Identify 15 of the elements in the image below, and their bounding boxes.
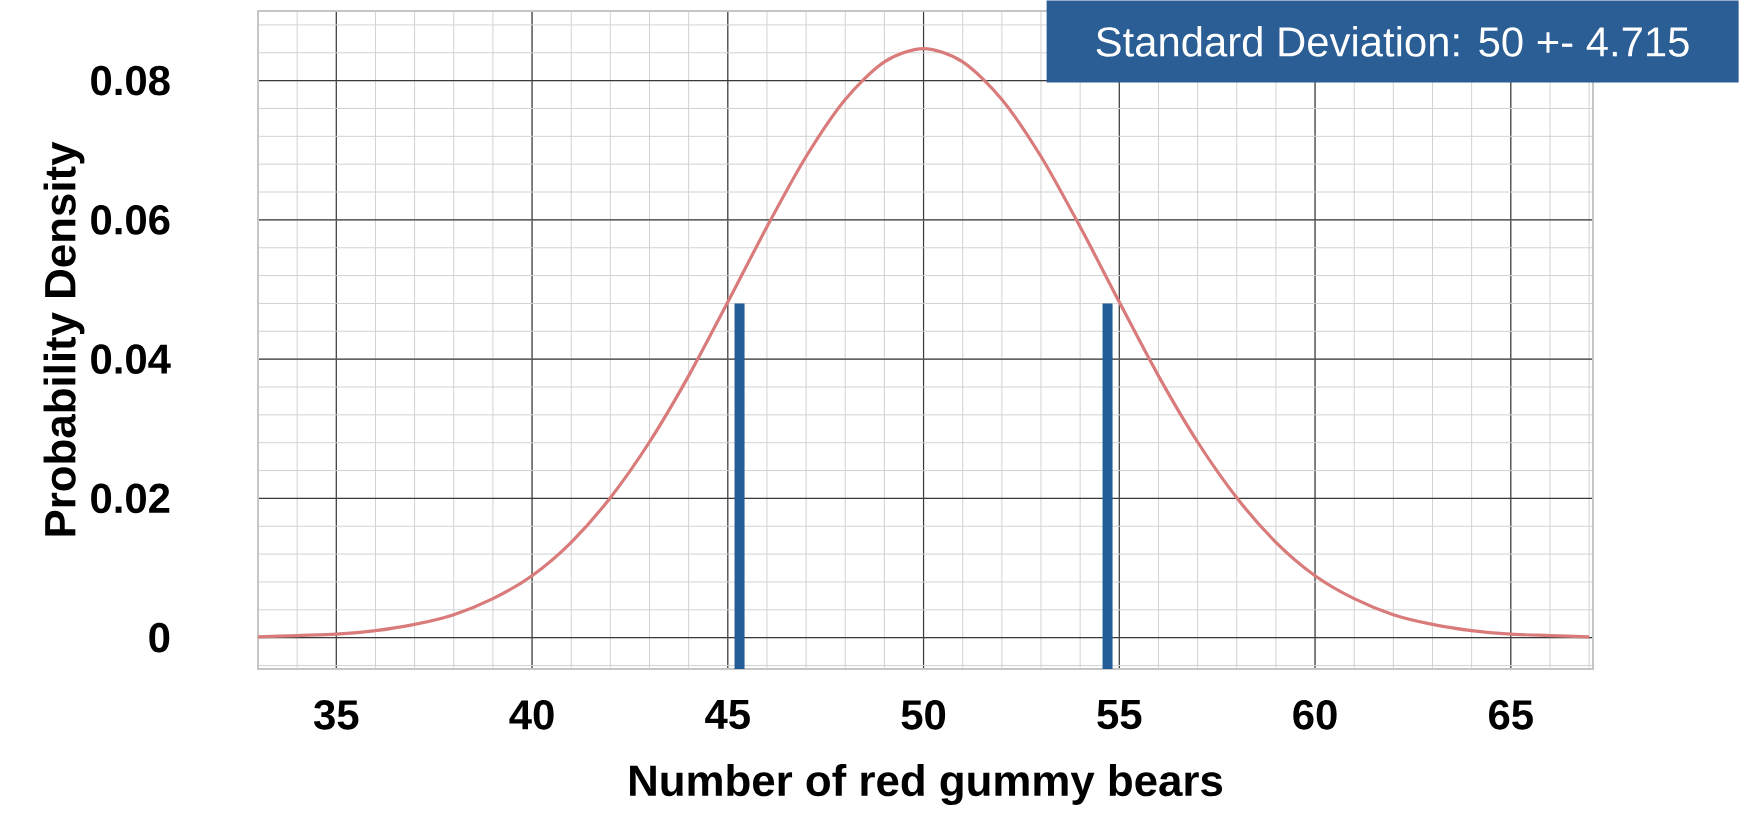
x-tick-label: 35 bbox=[314, 700, 359, 730]
x-tick-label: 60 bbox=[1293, 700, 1337, 730]
x-tick-label: 45 bbox=[705, 700, 750, 730]
x-axis-title: Number of red gummy bears bbox=[630, 764, 1223, 806]
y-tick-label: 0.06 bbox=[91, 205, 170, 235]
x-tick-label: 40 bbox=[509, 700, 554, 730]
x-tick-label: 55 bbox=[1097, 700, 1142, 730]
x-tick-label: 65 bbox=[1489, 700, 1533, 730]
y-tick-label: 0.08 bbox=[91, 65, 170, 96]
y-tick-label: 0.04 bbox=[91, 344, 171, 374]
y-tick-label: 0 bbox=[149, 622, 170, 653]
y-tick-label: 0.02 bbox=[91, 483, 170, 514]
x-tick-label: 50 bbox=[901, 700, 946, 730]
y-axis-title: Probability Density bbox=[43, 141, 85, 536]
annotation: Standard Deviation: 50 +- 4.715 bbox=[1096, 26, 1689, 57]
